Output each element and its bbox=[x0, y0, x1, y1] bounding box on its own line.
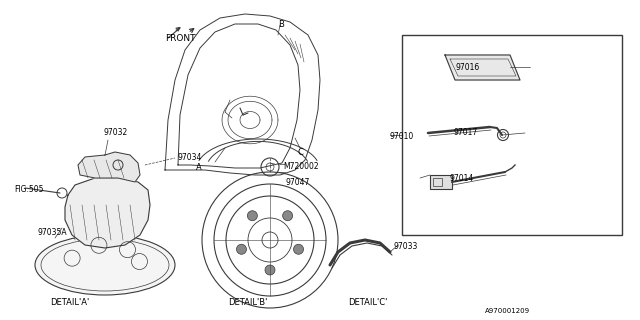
Text: C: C bbox=[298, 148, 304, 157]
Text: 97014: 97014 bbox=[450, 174, 474, 183]
Bar bbox=[402, 35, 622, 235]
Text: 97032: 97032 bbox=[103, 128, 127, 137]
Text: 97017: 97017 bbox=[454, 128, 478, 137]
Text: FIG.505: FIG.505 bbox=[14, 185, 44, 194]
Bar bbox=[430, 175, 452, 189]
Polygon shape bbox=[65, 178, 150, 248]
Text: 97016: 97016 bbox=[456, 63, 480, 72]
Polygon shape bbox=[78, 152, 140, 182]
Text: 97034: 97034 bbox=[178, 153, 202, 162]
Text: 97047: 97047 bbox=[285, 178, 309, 187]
Text: A970001209: A970001209 bbox=[485, 308, 530, 314]
Bar bbox=[433, 178, 442, 186]
Text: DETAIL'C': DETAIL'C' bbox=[348, 298, 387, 307]
Circle shape bbox=[236, 244, 246, 254]
Circle shape bbox=[248, 211, 257, 221]
Text: A: A bbox=[196, 163, 202, 172]
Text: B: B bbox=[278, 20, 284, 29]
Text: DETAIL'B': DETAIL'B' bbox=[228, 298, 268, 307]
Text: DETAIL'A': DETAIL'A' bbox=[50, 298, 89, 307]
Text: 97010: 97010 bbox=[390, 132, 414, 141]
Circle shape bbox=[294, 244, 303, 254]
Text: 97035A: 97035A bbox=[38, 228, 68, 237]
Text: FRONT: FRONT bbox=[165, 34, 195, 43]
Ellipse shape bbox=[35, 235, 175, 295]
Text: 97033: 97033 bbox=[393, 242, 417, 251]
Circle shape bbox=[265, 265, 275, 275]
Circle shape bbox=[283, 211, 292, 221]
Polygon shape bbox=[445, 55, 520, 80]
Text: M720002: M720002 bbox=[283, 162, 319, 171]
